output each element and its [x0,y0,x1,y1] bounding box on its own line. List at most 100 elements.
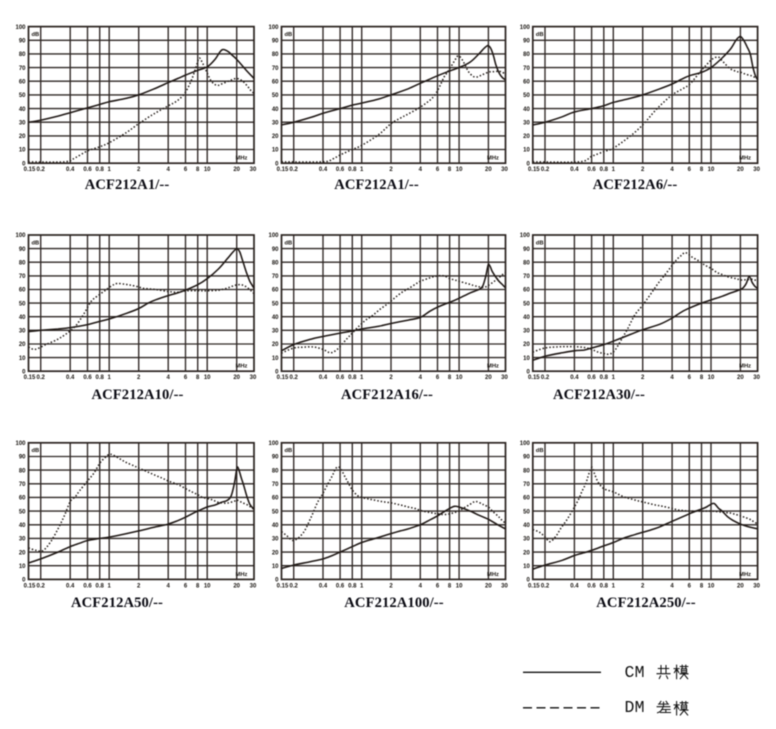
svg-text:50: 50 [272,301,279,307]
svg-text:80: 80 [272,468,279,474]
svg-text:20: 20 [485,375,492,381]
svg-text:0.6: 0.6 [587,375,596,381]
svg-text:90: 90 [19,455,26,461]
svg-text:100: 100 [520,233,531,239]
svg-text:30: 30 [250,375,257,381]
svg-text:20: 20 [19,550,26,556]
svg-text:10: 10 [272,148,279,154]
svg-text:4: 4 [419,375,423,381]
svg-text:6: 6 [688,167,692,173]
svg-text:70: 70 [19,66,26,72]
svg-text:8: 8 [700,583,704,589]
svg-text:10: 10 [19,564,26,570]
svg-text:30: 30 [753,583,760,589]
svg-text:DM: DM [625,698,645,717]
svg-text:8: 8 [700,375,704,381]
svg-text:0.4: 0.4 [66,375,75,381]
svg-text:ACF212A1/--: ACF212A1/-- [85,177,170,193]
svg-text:70: 70 [523,482,530,488]
svg-text:80: 80 [272,52,279,58]
svg-text:80: 80 [19,260,26,266]
svg-text:8: 8 [448,167,452,173]
svg-text:30: 30 [272,329,279,335]
svg-text:20: 20 [485,583,492,589]
svg-text:2: 2 [389,375,393,381]
svg-text:6: 6 [688,583,692,589]
svg-text:2: 2 [641,375,645,381]
svg-text:0.4: 0.4 [319,583,328,589]
svg-text:0.2: 0.2 [541,167,550,173]
svg-text:dB: dB [32,448,40,454]
svg-text:MHz: MHz [487,156,499,162]
svg-text:1: 1 [108,375,112,381]
svg-text:90: 90 [19,247,26,253]
svg-text:60: 60 [272,288,279,294]
svg-text:4: 4 [167,375,171,381]
svg-text:20: 20 [485,167,492,173]
svg-text:100: 100 [15,441,26,447]
svg-text:20: 20 [19,134,26,140]
svg-text:4: 4 [670,583,674,589]
svg-text:0.8: 0.8 [348,167,357,173]
svg-text:0.6: 0.6 [587,583,596,589]
svg-text:0.15: 0.15 [528,583,540,589]
svg-text:40: 40 [19,315,26,321]
svg-text:0.6: 0.6 [336,375,345,381]
svg-text:ACF212A100/--: ACF212A100/-- [344,595,443,611]
svg-text:20: 20 [233,375,240,381]
svg-text:8: 8 [196,583,200,589]
svg-text:100: 100 [15,233,26,239]
svg-text:MHz: MHz [236,364,248,370]
svg-text:dB: dB [32,240,40,246]
svg-text:10: 10 [456,583,463,589]
svg-text:MHz: MHz [236,156,248,162]
svg-text:0.2: 0.2 [37,167,46,173]
svg-text:2: 2 [389,583,393,589]
svg-text:40: 40 [272,107,279,113]
svg-text:20: 20 [272,134,279,140]
svg-text:0.4: 0.4 [570,583,579,589]
svg-text:6: 6 [436,167,440,173]
svg-text:90: 90 [523,39,530,45]
svg-text:10: 10 [272,356,279,362]
svg-text:0.2: 0.2 [290,167,299,173]
svg-text:dB: dB [285,448,293,454]
svg-text:4: 4 [419,583,423,589]
svg-text:80: 80 [272,260,279,266]
svg-text:0.15: 0.15 [277,167,289,173]
svg-text:70: 70 [523,274,530,280]
svg-text:2: 2 [389,167,393,173]
svg-text:MHz: MHz [739,156,751,162]
svg-text:10: 10 [523,356,530,362]
svg-text:10: 10 [19,148,26,154]
svg-text:60: 60 [523,79,530,85]
svg-text:50: 50 [19,301,26,307]
svg-text:80: 80 [523,468,530,474]
svg-text:1: 1 [612,167,616,173]
svg-text:60: 60 [19,288,26,294]
svg-text:100: 100 [15,25,26,31]
svg-text:ACF212A50/--: ACF212A50/-- [71,595,163,611]
svg-text:100: 100 [520,441,531,447]
svg-text:100: 100 [268,233,279,239]
svg-text:30: 30 [753,167,760,173]
svg-text:100: 100 [268,441,279,447]
svg-text:10: 10 [708,375,715,381]
svg-text:60: 60 [19,79,26,85]
svg-text:0.15: 0.15 [277,583,289,589]
svg-text:2: 2 [137,583,141,589]
svg-text:10: 10 [708,583,715,589]
svg-text:6: 6 [184,375,188,381]
svg-text:0.8: 0.8 [600,583,609,589]
svg-text:0.2: 0.2 [541,375,550,381]
svg-text:10: 10 [19,356,26,362]
svg-text:dB: dB [32,32,40,38]
svg-text:4: 4 [670,167,674,173]
svg-text:20: 20 [272,342,279,348]
svg-text:0.6: 0.6 [336,167,345,173]
svg-text:2: 2 [137,167,141,173]
svg-text:0.8: 0.8 [96,167,105,173]
svg-text:60: 60 [272,496,279,502]
svg-text:30: 30 [523,537,530,543]
svg-text:20: 20 [737,375,744,381]
